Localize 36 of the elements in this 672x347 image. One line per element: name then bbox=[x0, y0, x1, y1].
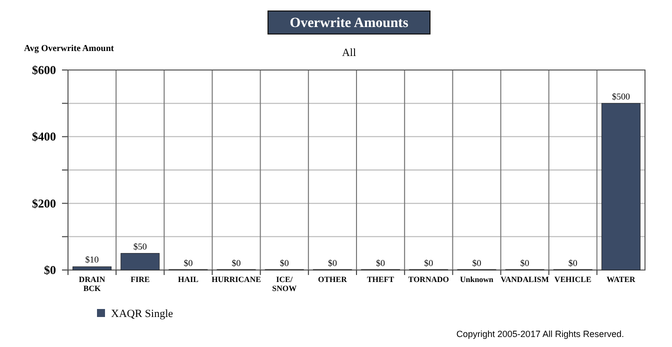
chart-subtitle: All bbox=[342, 47, 356, 59]
bar bbox=[72, 266, 112, 270]
x-tick-label: THEFT bbox=[366, 275, 395, 284]
x-tick-label: ICE/ SNOW bbox=[272, 275, 297, 293]
x-tick-label: TORNADO bbox=[408, 275, 449, 284]
data-label: $10 bbox=[85, 254, 100, 265]
bar bbox=[601, 103, 640, 270]
data-label: $0 bbox=[520, 258, 530, 268]
chart-title: Overwrite Amounts bbox=[290, 16, 409, 31]
text: Copyright 2005-2017 All Rights Reserved. bbox=[456, 329, 624, 339]
y-tick-label: $600 bbox=[32, 63, 56, 77]
x-tick-label: WATER bbox=[606, 275, 636, 284]
y-tick-label: $200 bbox=[32, 196, 56, 210]
y-tick-label: $400 bbox=[32, 130, 56, 144]
x-tick-label: Unknown bbox=[460, 275, 494, 284]
x-tick-label: HAIL bbox=[178, 275, 198, 284]
bar bbox=[120, 253, 160, 270]
data-label: $0 bbox=[328, 258, 338, 268]
y-axis-title: Avg Overwrite Amount bbox=[24, 43, 114, 53]
x-tick-label: FIRE bbox=[130, 275, 150, 284]
x-tick-label: VANDALISM bbox=[500, 275, 550, 284]
data-label: $0 bbox=[472, 258, 482, 268]
data-label: $0 bbox=[232, 258, 242, 268]
data-label: $0 bbox=[424, 258, 434, 268]
x-tick-label: HURRICANE bbox=[212, 275, 261, 284]
x-tick-label: VEHICLE bbox=[554, 275, 592, 284]
x-tick-label: DRAIN BCK bbox=[78, 275, 106, 293]
x-tick-label: OTHER bbox=[318, 275, 348, 284]
data-label: $50 bbox=[133, 241, 148, 252]
data-label: $0 bbox=[376, 258, 386, 268]
y-tick-label: $0 bbox=[44, 263, 56, 277]
data-label: $0 bbox=[280, 258, 290, 268]
data-label: $0 bbox=[184, 258, 194, 268]
legend-label: XAQR Single bbox=[111, 308, 174, 320]
data-label: $0 bbox=[568, 258, 578, 268]
data-label: $500 bbox=[612, 91, 630, 102]
